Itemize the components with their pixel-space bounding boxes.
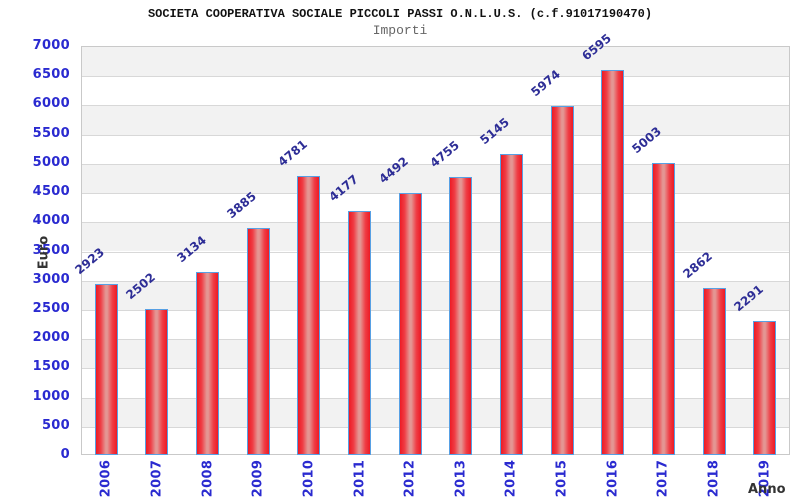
gridline [82,310,789,311]
x-tick-label-2010: 2010 [301,459,317,498]
x-tick-label-2011: 2011 [352,459,368,498]
bar-2006 [95,284,118,455]
y-tick-label: 7000 [32,38,70,53]
gridline [82,164,789,165]
y-tick-label: 6000 [32,96,70,111]
y-axis-title: Euro [36,235,52,270]
y-tick-label: 2000 [32,330,70,345]
plot-band [82,339,789,369]
plot-band [82,397,789,427]
y-tick-label: 4000 [32,213,70,228]
x-tick-label-2007: 2007 [149,459,165,498]
bar-2011 [348,211,371,455]
x-tick-label-2015: 2015 [554,459,570,498]
gridline [82,76,789,77]
y-tick-label: 1000 [32,389,70,404]
plot-band [82,280,789,310]
x-tick-label-2018: 2018 [706,459,722,498]
y-tick-label: 3000 [32,272,70,287]
y-tick-label: 2500 [32,301,70,316]
x-tick-label-2006: 2006 [98,459,114,498]
y-tick-label: 4500 [32,184,70,199]
bar-2019 [753,321,776,455]
gridline [82,398,789,399]
plot-band [82,47,789,77]
chart-title: SOCIETA COOPERATIVA SOCIALE PICCOLI PASS… [147,7,653,21]
x-tick-label-2012: 2012 [402,459,418,498]
bar-2013 [449,177,472,455]
plot-band [82,105,789,135]
bar-2014 [500,154,523,455]
y-tick-label: 500 [41,418,70,433]
x-axis-title: Anno [748,482,786,497]
y-tick-label: 0 [60,447,70,462]
x-tick-label-2009: 2009 [250,459,266,498]
x-tick-label-2016: 2016 [605,459,621,498]
x-tick-label-2013: 2013 [453,459,469,498]
y-tick-label: 5500 [32,126,70,141]
gridline [82,368,789,369]
gridline [82,222,789,223]
gridline [82,281,789,282]
y-tick-label: 1500 [32,359,70,374]
gridline [82,427,789,428]
bar-2017 [652,163,675,455]
bar-2008 [196,272,219,455]
x-tick-label-2008: 2008 [200,459,216,498]
bar-2010 [297,176,320,455]
gridline [82,252,789,253]
y-tick-label: 6500 [32,67,70,82]
gridline [82,135,789,136]
gridline [82,105,789,106]
bar-2018 [703,288,726,455]
bar-2007 [145,309,168,455]
x-tick-label-2017: 2017 [655,459,671,498]
y-tick-label: 3500 [32,243,70,258]
gridline [82,339,789,340]
bar-2016 [601,70,624,455]
bar-2012 [399,193,422,455]
x-tick-label-2014: 2014 [503,459,519,498]
gridline [82,193,789,194]
chart-subtitle: Importi [372,23,428,38]
bar-2009 [247,228,270,455]
y-tick-label: 5000 [32,155,70,170]
bar-2015 [551,106,574,455]
